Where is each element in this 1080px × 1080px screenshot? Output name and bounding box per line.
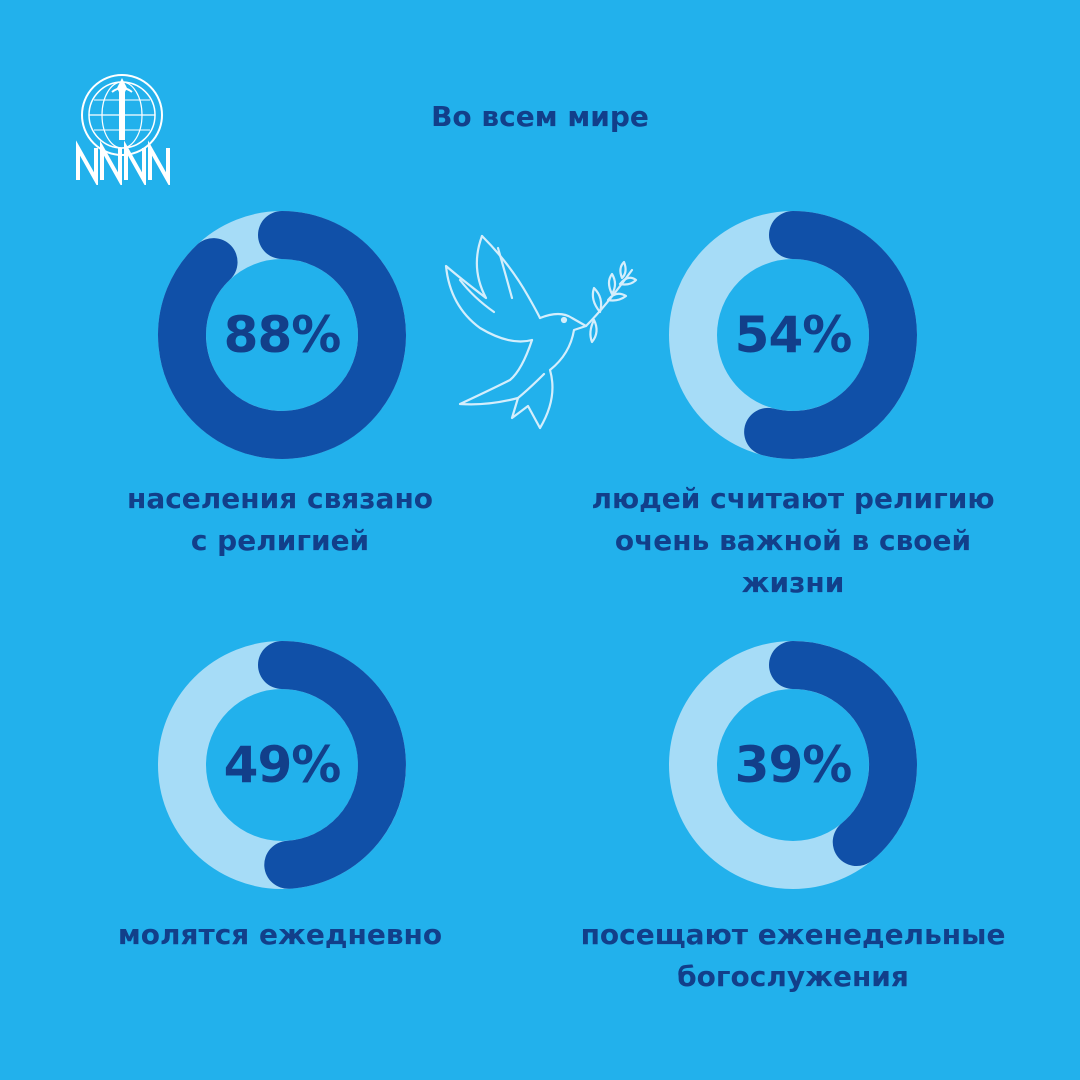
caption-4: посещают еженедельные богослужения	[580, 918, 1006, 993]
donut-value-arc	[744, 211, 917, 459]
donut-chart-3: 49%	[157, 640, 407, 890]
caption-1: населения связано с религией	[126, 482, 434, 557]
dove-icon	[440, 228, 640, 442]
donut-chart-1: 88%	[157, 210, 407, 460]
percentage-label: 88%	[223, 306, 342, 364]
caption-2: людей считают религию очень важной в сво…	[591, 482, 995, 599]
donut-value-arc	[769, 641, 917, 867]
caption-3: молятся ежедневно	[117, 918, 443, 951]
donut-chart-2: 54%	[668, 210, 918, 460]
page-title: Во всем мире	[431, 100, 649, 133]
donut-chart-4: 39%	[668, 640, 918, 890]
donut-value-arc	[158, 211, 406, 459]
percentage-label: 39%	[734, 736, 853, 794]
percentage-label: 54%	[734, 306, 853, 364]
donut-value-arc	[258, 641, 406, 889]
percentage-label: 49%	[223, 736, 342, 794]
globe-logo-icon	[76, 74, 170, 188]
organization-logo	[72, 70, 172, 189]
